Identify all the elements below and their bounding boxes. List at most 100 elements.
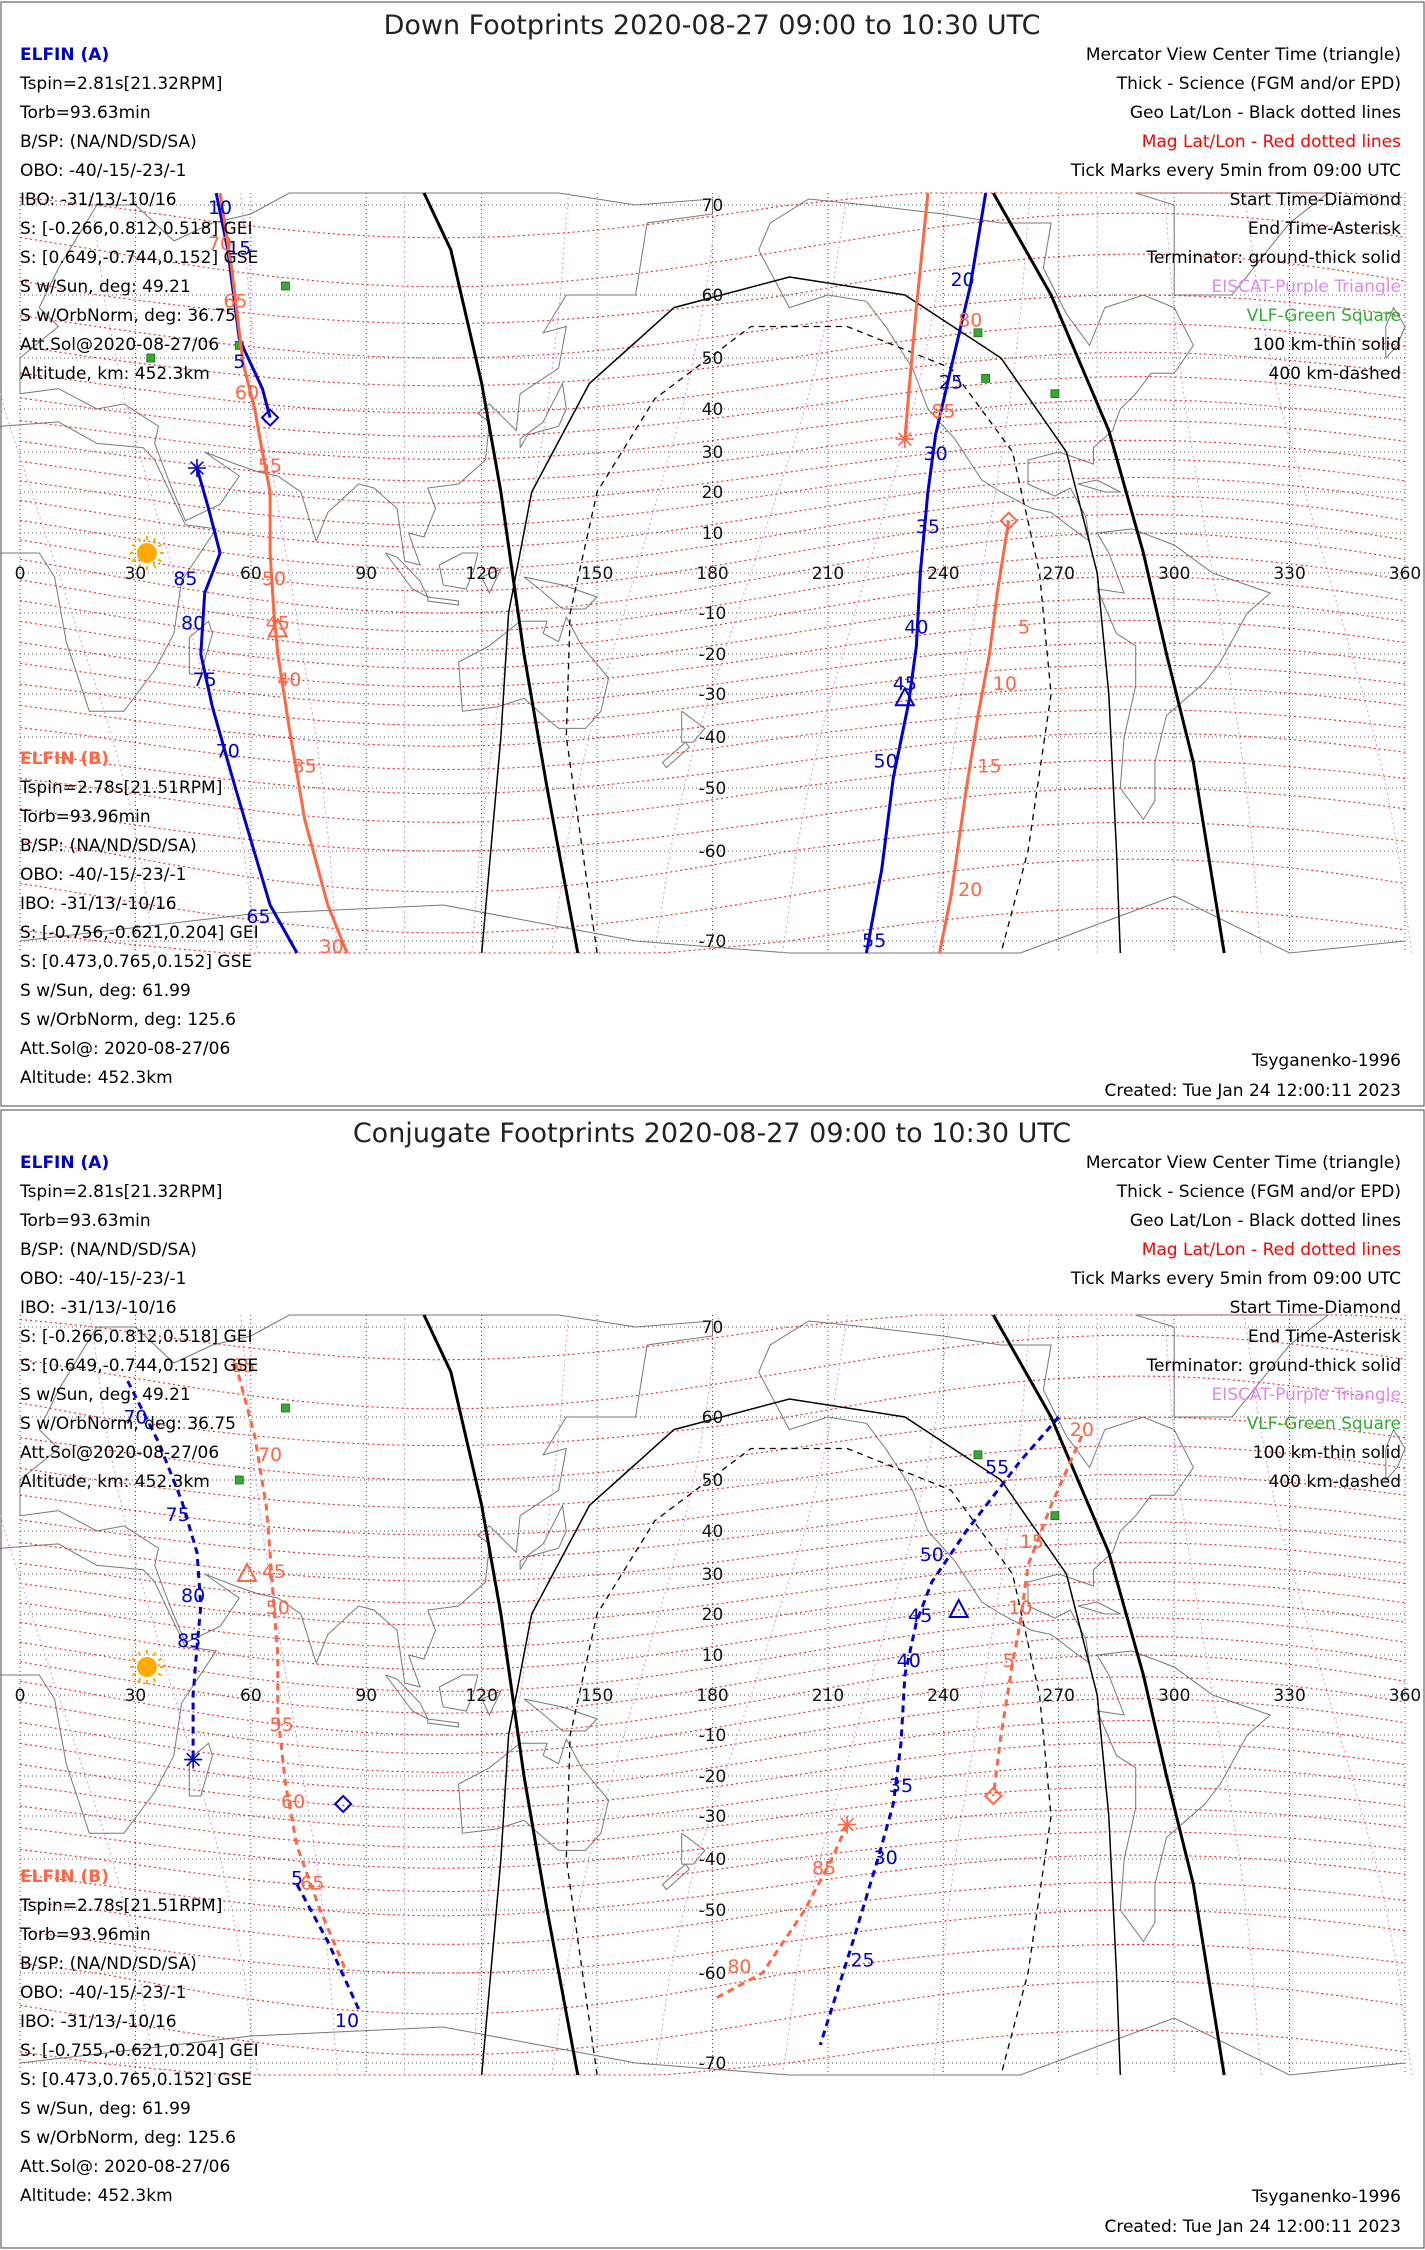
mag-lat-line <box>19 642 1406 707</box>
elfin-b-tick-label: 35 <box>293 756 317 778</box>
elfin-a-info-line: S: [-0.266,0.812,0.518] GEI <box>20 219 252 239</box>
elfin-b-trajectory <box>711 1823 849 2002</box>
mag-lat-line <box>19 1375 1406 1447</box>
mag-lat-line <box>19 1542 1406 1604</box>
center-triangle <box>948 1597 970 1618</box>
legend-line: Start Time-Diamond <box>1230 1298 1401 1318</box>
coastline <box>188 1742 213 1797</box>
terminator-ground <box>422 192 580 954</box>
lon-tick-label: 120 <box>465 1686 497 1706</box>
coastline <box>188 620 213 675</box>
coastline <box>0 1543 218 1834</box>
terminator-ground <box>991 192 1226 954</box>
end-asterisk <box>190 461 204 475</box>
lat-tick-label: 50 <box>702 349 724 369</box>
terminator-400km <box>565 325 1052 954</box>
mag-lat-line <box>19 1598 1406 1671</box>
coastline <box>523 576 599 610</box>
legend-line: Tick Marks every 5min from 09:00 UTC <box>1070 1269 1401 1289</box>
terminator-ground <box>422 1314 580 2076</box>
legend-line: Mercator View Center Time (triangle) <box>1086 45 1401 65</box>
elfin-a-trajectory <box>195 467 299 954</box>
start-diamond <box>999 511 1019 531</box>
legend-line: 100 km-thin solid <box>1253 335 1401 355</box>
legend-line: 400 km-dashed <box>1269 1472 1401 1492</box>
elfin-a-tick-label: 5 <box>291 1868 303 1890</box>
elfin-a-tick-label: 10 <box>208 197 232 219</box>
elfin-b-tick-label: 65 <box>231 1355 255 1377</box>
mag-lat-line <box>19 759 1406 823</box>
legend-line: Start Time-Diamond <box>1230 190 1401 210</box>
legend-line: 400 km-dashed <box>1269 364 1401 384</box>
elfin-b-info-line: S: [0.473,0.765,0.152] GSE <box>20 952 252 972</box>
elfin-b-info-line: IBO: -31/13/-10/16 <box>20 894 177 914</box>
coastline <box>1077 479 1121 493</box>
mag-lat-line <box>19 709 1406 770</box>
mag-lat-line <box>19 376 1406 437</box>
mag-lat-line <box>19 420 1406 482</box>
elfin-b-tick-label: 50 <box>262 568 286 590</box>
legend-line: EISCAT-Purple Triangle <box>1211 277 1401 297</box>
mag-lat-line <box>19 1741 1406 1810</box>
mag-lat-line <box>19 619 1406 688</box>
mag-lon-line <box>932 192 1031 954</box>
elfin-b-info-line: Altitude: 452.3km <box>20 2186 173 2206</box>
coastline <box>385 552 429 599</box>
vlf-square <box>146 353 156 363</box>
elfin-a-trajectory <box>818 1416 1060 2046</box>
elfin-a-tick-label: 35 <box>889 1775 913 1797</box>
end-asterisk <box>840 1817 855 1832</box>
elfin-a-tick-label: 15 <box>227 238 251 260</box>
coastline <box>481 1690 502 1717</box>
lat-tick-label: -70 <box>699 932 727 952</box>
elfin-b-tick-label: 20 <box>958 879 982 901</box>
start-diamond <box>260 408 280 428</box>
terminator-ground <box>991 1314 1226 2076</box>
coastline <box>661 741 691 769</box>
elfin-a-trajectory <box>864 192 988 954</box>
elfin-a-tick-label: 55 <box>862 930 886 952</box>
mag-lat-line <box>19 664 1406 726</box>
elfin-b-tick-label: 30 <box>320 936 344 958</box>
lon-tick-label: 360 <box>1389 564 1421 584</box>
elfin-b-trajectory <box>991 1435 1084 1797</box>
legend-line: VLF-Green Square <box>1247 1414 1401 1434</box>
vlf-square <box>281 281 290 291</box>
vlf-square <box>1050 389 1060 399</box>
lon-tick-label: 0 <box>15 564 26 584</box>
elfin-a-info-line: S: [0.649,-0.744,0.152] GSE <box>20 1356 258 1376</box>
elfin-a-trajectory <box>295 1883 360 2010</box>
lat-tick-label: 30 <box>702 443 724 463</box>
lon-tick-label: 240 <box>927 564 959 584</box>
elfin-a-info-line: S: [-0.266,0.812,0.518] GEI <box>20 1327 252 1347</box>
lon-tick-label: 60 <box>240 564 262 584</box>
lon-tick-label: 150 <box>581 1686 613 1706</box>
elfin-b-info-line: Tspin=2.78s[21.51RPM] <box>19 778 222 798</box>
mag-lat-line <box>19 323 1406 387</box>
lat-tick-label: -30 <box>699 1807 727 1827</box>
elfin-b-tick-label: 20 <box>1070 1419 1094 1441</box>
lat-tick-label: 40 <box>702 400 724 420</box>
mag-lon-line <box>240 1314 339 2076</box>
elfin-a-tick-label: 45 <box>893 673 917 695</box>
mag-lat-line <box>19 439 1406 504</box>
coastline <box>519 1503 567 1570</box>
coastline <box>0 421 218 712</box>
lon-tick-label: 270 <box>1043 1686 1075 1706</box>
elfin-a-info-line: S w/OrbNorm, deg: 36.75 <box>20 306 236 326</box>
sun-ray <box>157 1672 163 1677</box>
mag-lat-line <box>19 476 1406 549</box>
mag-lon-line <box>471 192 570 954</box>
legend-line: EISCAT-Purple Triangle <box>1211 1385 1401 1405</box>
panel-frame <box>0 1 1425 1107</box>
lat-tick-label: -50 <box>699 779 727 799</box>
elfin-b-trajectory <box>903 192 930 440</box>
elfin-b-tick-label: 50 <box>266 1597 290 1619</box>
elfin-a-info-line: IBO: -31/13/-10/16 <box>20 1298 177 1318</box>
lat-tick-label: -40 <box>699 728 727 748</box>
elfin-a-tick-label: 55 <box>985 1457 1009 1479</box>
elfin-a-trajectory <box>126 1380 203 1760</box>
lon-tick-label: 90 <box>355 1686 377 1706</box>
mag-lat-line <box>19 1498 1406 1559</box>
mag-lat-line <box>19 253 1406 325</box>
